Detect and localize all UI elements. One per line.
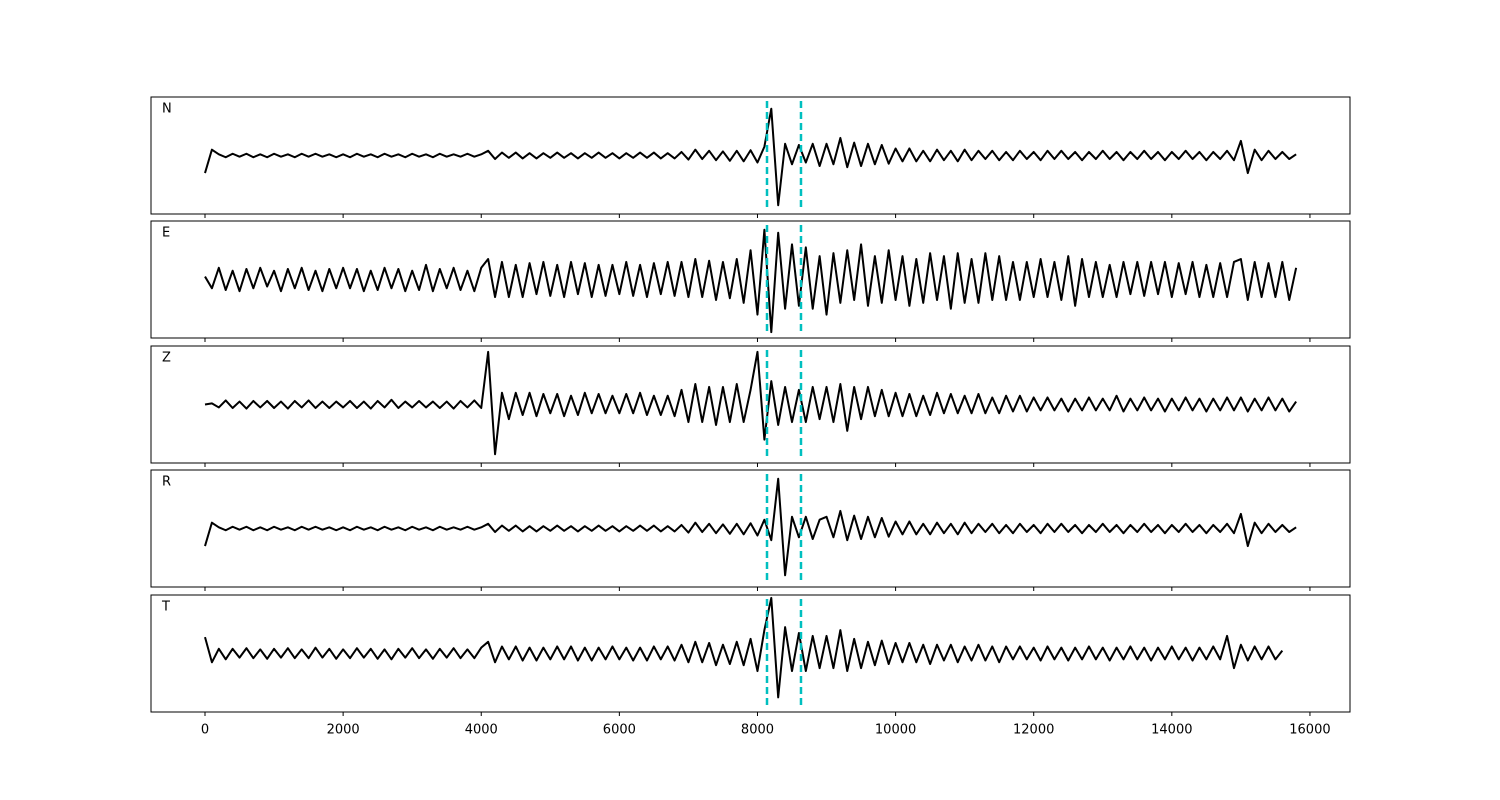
channel-label: R <box>162 475 171 490</box>
x-tick-label: 10000 <box>875 723 916 738</box>
waveform <box>204 477 1297 577</box>
x-tick-label: 6000 <box>603 723 636 738</box>
axes-frame <box>150 96 1351 215</box>
channel-label: Z <box>162 351 171 366</box>
channel-label: N <box>162 102 172 117</box>
x-tick-label: 16000 <box>1289 723 1330 738</box>
channel-label: E <box>162 226 170 241</box>
x-tick-label: 2000 <box>327 723 360 738</box>
waveform <box>204 350 1297 456</box>
channel-label: T <box>161 600 170 615</box>
x-tick-label: 8000 <box>741 723 774 738</box>
x-tick-label: 14000 <box>1151 723 1192 738</box>
waveform <box>204 107 1297 207</box>
x-tick-label: 4000 <box>465 723 498 738</box>
axes-frame <box>150 469 1351 588</box>
x-tick-label: 0 <box>201 723 209 738</box>
axes-frame <box>150 345 1351 464</box>
waveform <box>204 596 1284 699</box>
axes-frame <box>150 220 1351 339</box>
x-tick-label: 12000 <box>1013 723 1054 738</box>
axes-frame <box>150 594 1351 713</box>
waveform <box>204 228 1298 334</box>
